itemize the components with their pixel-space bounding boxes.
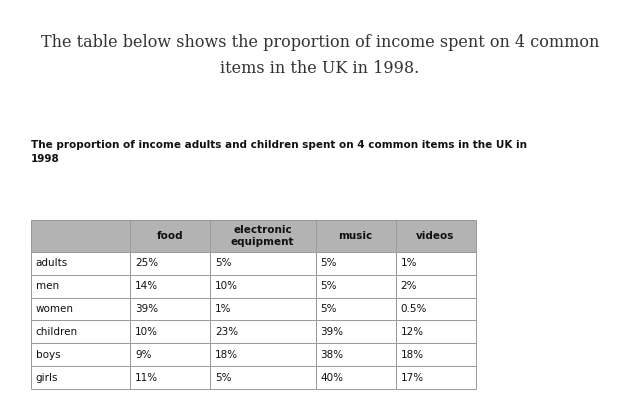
- Text: The table below shows the proportion of income spent on 4 common
items in the UK: The table below shows the proportion of …: [41, 34, 599, 77]
- Text: boys: boys: [36, 350, 60, 360]
- Text: 5%: 5%: [321, 258, 337, 268]
- Text: adults: adults: [36, 258, 68, 268]
- Bar: [130, 366, 210, 389]
- Text: 5%: 5%: [321, 281, 337, 291]
- Text: 18%: 18%: [215, 350, 238, 360]
- Text: 11%: 11%: [135, 373, 158, 383]
- Text: 14%: 14%: [135, 281, 158, 291]
- Text: 17%: 17%: [401, 373, 424, 383]
- Text: 39%: 39%: [135, 304, 158, 314]
- Text: 2%: 2%: [401, 281, 417, 291]
- Text: 5%: 5%: [215, 258, 232, 268]
- Bar: [130, 321, 210, 343]
- Text: 1%: 1%: [401, 258, 417, 268]
- Text: food: food: [157, 231, 183, 240]
- Text: girls: girls: [36, 373, 58, 383]
- Text: 0.5%: 0.5%: [401, 304, 427, 314]
- Bar: [396, 219, 476, 252]
- Text: 39%: 39%: [321, 327, 344, 337]
- Bar: [210, 275, 316, 298]
- Bar: [396, 366, 476, 389]
- Bar: [130, 219, 210, 252]
- Text: 40%: 40%: [321, 373, 344, 383]
- Bar: [130, 252, 210, 275]
- Bar: [316, 366, 396, 389]
- Text: women: women: [36, 304, 74, 314]
- Text: 5%: 5%: [321, 304, 337, 314]
- Text: 12%: 12%: [401, 327, 424, 337]
- Bar: [210, 343, 316, 366]
- Bar: [31, 366, 130, 389]
- Bar: [396, 298, 476, 321]
- Bar: [31, 252, 130, 275]
- Bar: [316, 321, 396, 343]
- Text: 23%: 23%: [215, 327, 238, 337]
- Bar: [316, 252, 396, 275]
- Bar: [31, 298, 130, 321]
- Bar: [31, 321, 130, 343]
- Text: 10%: 10%: [215, 281, 238, 291]
- Bar: [130, 343, 210, 366]
- Text: 18%: 18%: [401, 350, 424, 360]
- Bar: [31, 219, 130, 252]
- Bar: [31, 275, 130, 298]
- Text: 5%: 5%: [215, 373, 232, 383]
- Text: 25%: 25%: [135, 258, 158, 268]
- Bar: [396, 275, 476, 298]
- Text: 38%: 38%: [321, 350, 344, 360]
- Bar: [130, 275, 210, 298]
- Text: children: children: [36, 327, 78, 337]
- Bar: [396, 321, 476, 343]
- Bar: [130, 298, 210, 321]
- Bar: [31, 343, 130, 366]
- Text: videos: videos: [417, 231, 454, 240]
- Bar: [396, 252, 476, 275]
- Bar: [210, 366, 316, 389]
- Text: 1%: 1%: [215, 304, 232, 314]
- Text: electronic
equipment: electronic equipment: [231, 225, 294, 247]
- Text: men: men: [36, 281, 59, 291]
- Text: 9%: 9%: [135, 350, 152, 360]
- Bar: [210, 298, 316, 321]
- Text: music: music: [339, 231, 372, 240]
- Bar: [210, 252, 316, 275]
- Bar: [316, 343, 396, 366]
- Bar: [316, 298, 396, 321]
- Bar: [210, 219, 316, 252]
- Bar: [396, 343, 476, 366]
- Bar: [210, 321, 316, 343]
- Text: 10%: 10%: [135, 327, 158, 337]
- Bar: [316, 219, 396, 252]
- Text: The proportion of income adults and children spent on 4 common items in the UK i: The proportion of income adults and chil…: [31, 140, 527, 164]
- Bar: [316, 275, 396, 298]
